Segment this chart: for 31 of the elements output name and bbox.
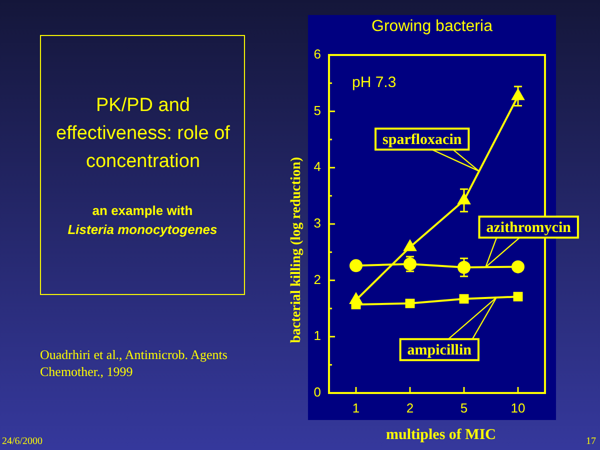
y-tick-label: 3 xyxy=(314,216,321,231)
point xyxy=(350,259,362,272)
point xyxy=(403,240,417,252)
text: 17 xyxy=(586,436,596,448)
x-tick-label: 5 xyxy=(460,400,468,416)
y-tick-label: 5 xyxy=(314,102,321,118)
y-tick-label: 6 xyxy=(314,46,321,62)
annotation: pH 7.3 xyxy=(352,74,396,92)
x-tick-label: 10 xyxy=(510,400,526,416)
y-tick-label: 4 xyxy=(314,159,321,174)
x-axis-title: multiples of MIC xyxy=(385,426,497,445)
text: an example with xyxy=(91,202,194,220)
text: Ouadrhiri et al., Antimicrob. Agents Chemother., 1999 xyxy=(40,346,228,380)
text: ampicillin xyxy=(407,342,472,358)
y-tick-label: 1 xyxy=(314,328,321,344)
text: 24/6/2000 xyxy=(2,436,43,448)
series-label: sparfloxacin xyxy=(382,132,462,148)
text: azithromycin xyxy=(486,220,572,236)
text: PK/PD and effectiveness: role of concentration xyxy=(55,94,231,174)
point xyxy=(513,292,523,302)
point xyxy=(459,294,469,304)
text: Listeria monocytogenes xyxy=(66,221,218,239)
y-tick-label: 2 xyxy=(314,272,321,287)
x-tick-label: 1 xyxy=(352,400,360,416)
point xyxy=(405,298,415,308)
point xyxy=(512,260,524,274)
y-axis-title: bacterial killing (log reduction) xyxy=(289,156,305,344)
chart-title: Growing bacteria xyxy=(370,17,494,37)
point xyxy=(349,292,363,304)
y-tick-label: 0 xyxy=(314,384,321,400)
x-tick-label: 2 xyxy=(406,400,414,416)
